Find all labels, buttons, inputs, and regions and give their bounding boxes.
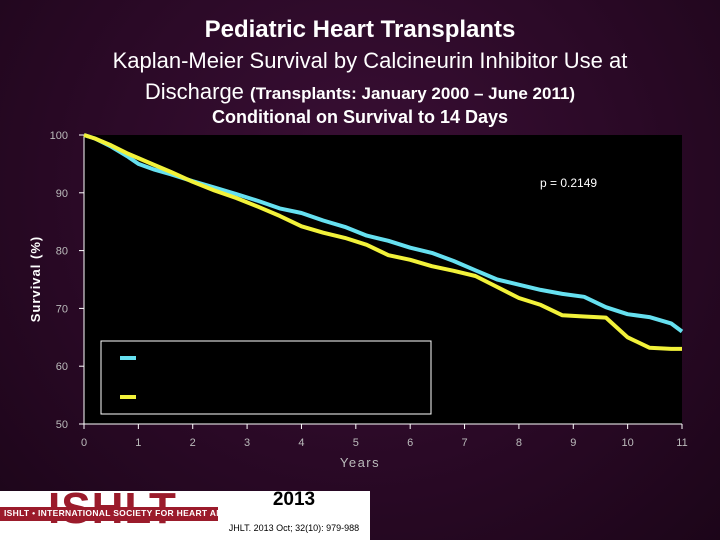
series-line-b (83, 133, 682, 351)
y-tick-label: 100 (50, 130, 68, 142)
x-tick-label: 5 (353, 437, 359, 449)
x-tick-label: 1 (135, 437, 141, 449)
slide-subtitle-line2: Discharge (Transplants: January 2000 – J… (0, 79, 720, 105)
ishlt-logo-subtext: ISHLT • INTERNATIONAL SOCIETY FOR HEART … (4, 508, 347, 518)
y-tick-label: 70 (56, 303, 68, 315)
x-tick-label: 4 (298, 437, 304, 449)
x-tick-label: 11 (676, 437, 687, 449)
condition-note: Conditional on Survival to 14 Days (211, 107, 509, 127)
x-axis-label: Years (340, 455, 380, 470)
x-tick-label: 2 (190, 437, 196, 449)
slide-title: Pediatric Heart Transplants (204, 16, 516, 43)
legend-box (100, 340, 432, 415)
x-tick-label: 7 (461, 437, 467, 449)
citation-panel (218, 491, 370, 540)
journal-citation: JHLT. 2013 Oct; 32(10): 979-988 (228, 523, 360, 533)
x-tick-label: 10 (622, 437, 634, 449)
slide-subtitle-line1: Kaplan-Meier Survival by Calcineurin Inh… (112, 48, 628, 73)
series-lines (83, 133, 684, 351)
y-tick-label: 60 (56, 361, 68, 373)
y-tick-label: 50 (56, 419, 68, 431)
x-tick-label: 6 (407, 437, 413, 449)
axes: 50 60 70 80 90 100 0 1 2 3 4 5 6 7 8 9 10 11 (50, 130, 688, 449)
y-tick-label: 80 (56, 246, 68, 258)
x-tick-label: 0 (81, 437, 87, 449)
y-tick-label: 90 (56, 188, 68, 200)
p-value-box (536, 170, 634, 196)
x-tick-label: 8 (516, 437, 522, 449)
x-tick-label: 3 (244, 437, 250, 449)
subtitle-date-range: (Transplants: January 2000 – June 2011) (250, 84, 576, 103)
x-tick-label: 9 (570, 437, 576, 449)
series-line-a (83, 133, 684, 334)
subtitle-main: Discharge (144, 79, 244, 104)
report-year: 2013 (272, 489, 316, 510)
y-axis-label: Survival (%) (28, 236, 43, 322)
p-value-annotation: p = 0.2149 (540, 176, 597, 190)
